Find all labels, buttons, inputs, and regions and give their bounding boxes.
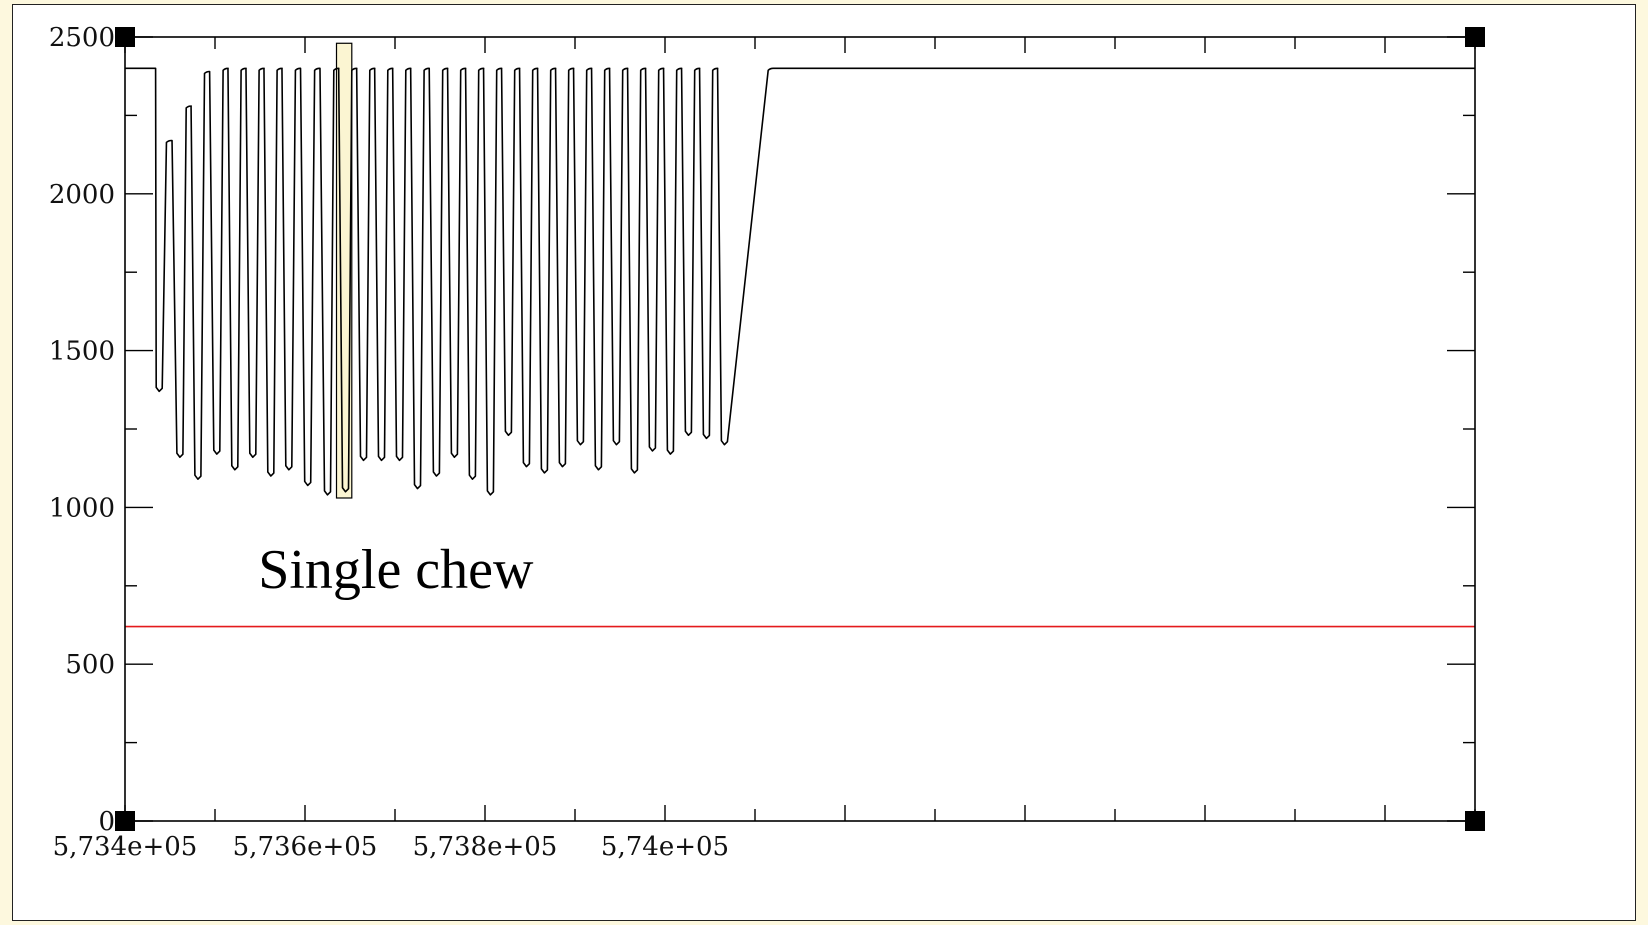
y-tick-label: 2500 (49, 23, 115, 53)
y-tick-label: 500 (65, 650, 115, 680)
y-tick-label: 1000 (49, 493, 115, 523)
y-tick-label: 0 (98, 807, 115, 837)
y-tick-label: 2000 (49, 180, 115, 210)
y-axis: 0 500 1000 1500 2000 2500 (49, 23, 1475, 837)
single-chew-highlight (335, 42, 353, 499)
resize-handle[interactable] (1465, 27, 1485, 47)
x-tick-label: 5,738e+05 (413, 832, 558, 862)
x-tick-label: 5,734e+05 (53, 832, 198, 862)
selection-handles[interactable] (115, 27, 1485, 831)
resize-handle[interactable] (1465, 811, 1485, 831)
chew-signal-series (125, 67, 1475, 496)
x-tick-label: 5,74e+05 (601, 832, 729, 862)
chart-frame: 5,734e+05 5,736e+05 5,738e+05 5,74e+05 0 500… (12, 4, 1636, 921)
chart-svg: 5,734e+05 5,736e+05 5,738e+05 5,74e+05 0 500… (49, 23, 1485, 862)
plot-area-border (124, 36, 1476, 822)
y-tick-label: 1500 (49, 337, 115, 367)
x-tick-label: 5,736e+05 (233, 832, 378, 862)
resize-handle[interactable] (115, 27, 135, 47)
resize-handle[interactable] (115, 811, 135, 831)
single-chew-annotation: Single chew (258, 539, 534, 601)
x-axis: 5,734e+05 5,736e+05 5,738e+05 5,74e+05 (53, 37, 1476, 862)
